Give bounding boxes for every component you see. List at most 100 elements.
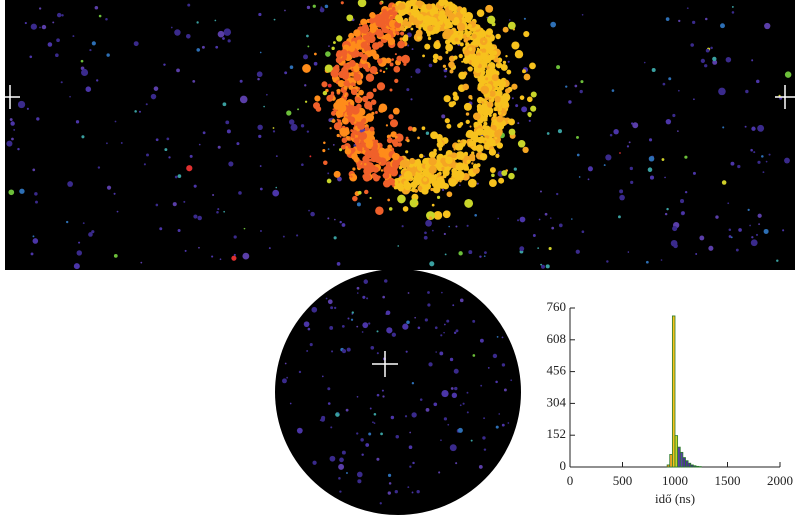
hit [94,6,99,10]
endcap-hit [406,320,410,325]
endcap-hit [386,327,393,334]
ring-hit [375,71,379,75]
ring-hit [414,188,418,193]
hit [401,225,404,228]
hit [163,63,166,66]
hit [497,152,500,155]
ring-hit [417,185,423,191]
ring-hit [372,53,380,60]
endcap-hit [482,436,486,440]
ring-hit [394,180,399,185]
ring-hit [493,44,497,48]
ring-hit [471,33,477,39]
ring-hit [361,95,369,103]
ring-hit [502,26,509,33]
x-tick-label: 1500 [715,473,741,488]
ring-hit [337,79,345,88]
ring-hit [304,100,308,103]
ring-hit [397,142,403,147]
hit [718,87,726,96]
endcap-hit [327,299,333,305]
hit [649,175,655,180]
ring-hit [497,79,507,88]
ring-hit [473,121,479,128]
hit [605,154,612,161]
ring-hit [486,65,490,70]
hit [611,89,615,92]
x-axis-label: idő (ns) [655,491,695,506]
hit [32,235,35,238]
ring-hit [349,173,358,182]
ring-hit [333,170,341,178]
ring-hit [384,33,392,41]
ring-hit [392,107,400,115]
hit [333,236,337,240]
hit [727,202,730,205]
ring-hit [374,111,378,114]
ring-hit [462,34,467,39]
hit [458,184,461,187]
hits [6,0,792,505]
ring-hit [396,55,403,62]
hit [511,97,514,100]
ring-hit [356,39,362,45]
hit [429,261,435,267]
hit [288,119,295,125]
ring-hit [403,24,406,28]
endcap-hit [503,388,507,392]
ring-hit [345,146,349,149]
hit [324,4,329,9]
hit [626,145,630,148]
hit [407,44,410,47]
endcap-hit [360,438,364,442]
ring-hit [364,126,370,132]
hit [219,258,222,261]
ring-hit [337,119,342,124]
endcap-hit [440,334,443,337]
ring-hit [497,62,500,65]
ring-hit [376,58,383,64]
hit [609,133,613,137]
hit [309,155,312,158]
x-tick-label: 1000 [662,473,688,488]
hit [341,223,346,227]
ring-hit [491,119,495,123]
ring-hit [387,198,391,202]
ring-hit [351,134,356,139]
hit [168,156,171,159]
ring-hit [360,139,364,144]
ring-hit [479,48,483,52]
hit [265,93,268,96]
ring-hit [436,134,443,141]
hit [10,121,15,126]
ring-hit [475,144,484,153]
ring-hit [385,57,392,64]
ring-hit [357,121,366,130]
hit [284,71,288,75]
endcap-hit [459,404,462,407]
ring-hit [399,159,409,169]
ring-hit [416,172,421,177]
ring-hit [400,31,405,36]
hit [670,239,678,247]
ring-hit [449,69,454,74]
hit [273,18,276,21]
endcap-hit [492,353,498,359]
ring-hit [491,22,496,27]
hit [557,129,563,134]
ring-hit [485,77,489,81]
ring-hit [360,119,366,124]
hit [750,239,758,247]
ring-hit [315,106,322,112]
hit [55,53,59,58]
hit [29,55,33,59]
hit [308,209,310,212]
endcap-hit [419,398,423,401]
ring-hit [389,88,393,92]
ring-hit [508,118,515,126]
hit [6,140,13,147]
hit [196,21,199,24]
ring-hit [529,62,536,70]
endcap-hit [462,402,465,405]
ring-hit [397,2,406,11]
